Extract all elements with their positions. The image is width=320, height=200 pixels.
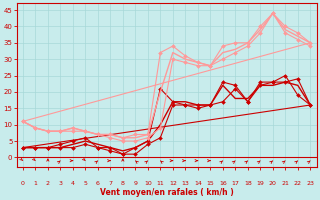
X-axis label: Vent moyen/en rafales ( km/h ): Vent moyen/en rafales ( km/h ) (100, 188, 234, 197)
